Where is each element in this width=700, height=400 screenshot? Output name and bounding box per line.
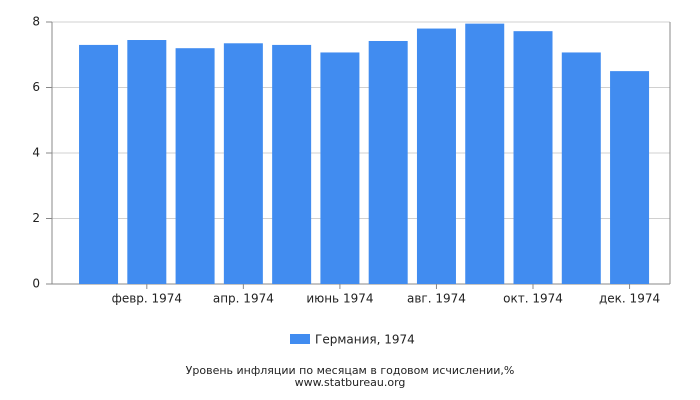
chart-title: Уровень инфляции по месяцам в годовом ис…	[186, 364, 515, 377]
x-tick-label: апр. 1974	[213, 292, 274, 306]
y-tick-label: 8	[32, 15, 40, 29]
x-tick-label: июнь 1974	[306, 292, 373, 306]
x-tick-label: авг. 1974	[407, 292, 466, 306]
y-tick-label: 2	[32, 211, 40, 225]
legend-label: Германия, 1974	[315, 333, 415, 347]
bar	[610, 71, 650, 284]
y-tick-label: 4	[32, 146, 40, 160]
bar	[223, 43, 263, 284]
y-tick-label: 0	[32, 277, 40, 291]
legend-swatch	[290, 334, 310, 344]
bar	[127, 40, 167, 285]
y-tick-label: 6	[32, 80, 40, 94]
x-tick-label: дек. 1974	[599, 292, 660, 306]
source: www.statbureau.org	[295, 376, 406, 389]
x-tick-label: февр. 1974	[112, 292, 183, 306]
bar	[272, 44, 312, 284]
x-tick-label: окт. 1974	[503, 292, 563, 306]
bar	[561, 52, 601, 284]
bar	[465, 23, 505, 284]
bar	[320, 52, 360, 284]
bar	[79, 44, 119, 284]
bar	[513, 31, 553, 285]
bar	[416, 28, 456, 284]
bar	[175, 48, 215, 285]
bar	[368, 40, 408, 285]
